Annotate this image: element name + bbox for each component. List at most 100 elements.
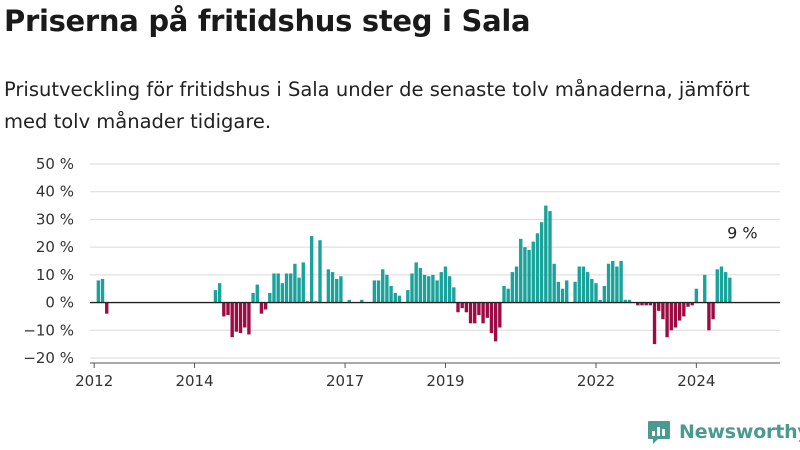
bar xyxy=(615,266,619,303)
bars-layer xyxy=(96,205,732,345)
bar xyxy=(314,301,318,303)
y-tick-label: −10 % xyxy=(23,321,74,339)
bar xyxy=(247,302,251,335)
bar xyxy=(460,302,464,309)
bar xyxy=(339,276,343,303)
bar xyxy=(431,274,435,303)
bar xyxy=(485,302,489,318)
bar xyxy=(381,269,385,303)
bar xyxy=(577,266,581,303)
bar xyxy=(602,285,607,303)
bar xyxy=(272,273,276,303)
bar xyxy=(456,302,460,313)
bar xyxy=(481,302,485,324)
bar xyxy=(335,279,339,303)
brand-name: Newsworthy xyxy=(679,421,800,443)
bar xyxy=(510,272,515,303)
bar xyxy=(627,299,632,303)
bar xyxy=(452,287,456,303)
bar xyxy=(623,299,627,303)
bar xyxy=(372,280,377,303)
bar xyxy=(598,299,602,303)
bar xyxy=(686,302,690,307)
bar xyxy=(297,277,301,303)
bar xyxy=(251,292,255,303)
bar xyxy=(715,269,719,303)
bar xyxy=(556,281,561,303)
bar xyxy=(301,262,305,303)
bar xyxy=(711,302,715,320)
bar xyxy=(100,279,105,303)
x-tick-label: 2022 xyxy=(577,372,615,390)
bar xyxy=(263,302,268,310)
bar xyxy=(439,272,443,303)
x-tick-label: 2014 xyxy=(175,372,213,390)
bar xyxy=(539,222,544,303)
bar xyxy=(506,288,510,303)
bar xyxy=(694,288,699,303)
bar xyxy=(213,290,218,303)
y-tick-label: −20 % xyxy=(23,349,74,367)
bar xyxy=(493,302,498,342)
bar xyxy=(611,261,615,303)
bar xyxy=(376,280,381,303)
y-tick-label: 40 % xyxy=(36,183,74,201)
bar xyxy=(669,302,673,331)
y-tick-label: 50 % xyxy=(36,155,74,173)
bar xyxy=(293,263,297,303)
bar xyxy=(477,302,481,316)
bar xyxy=(665,302,669,338)
latest-value-annotation: 9 % xyxy=(727,224,757,243)
bar xyxy=(527,249,531,303)
bar xyxy=(422,274,427,303)
bar xyxy=(418,267,423,303)
x-tick-label: 2024 xyxy=(677,372,715,390)
bar xyxy=(276,273,280,303)
axis-layer: −20 % −10 % 0 % 10 % 20 % 30 % 40 % 50 % 2012 201… xyxy=(23,155,780,390)
bar xyxy=(410,273,414,303)
bar xyxy=(535,233,540,303)
bar xyxy=(268,292,272,303)
bar xyxy=(677,302,682,321)
y-tick-label: 10 % xyxy=(36,266,74,284)
bar xyxy=(619,261,623,303)
bar xyxy=(305,301,310,303)
bar xyxy=(502,285,506,303)
x-tick-label: 2012 xyxy=(75,372,113,390)
bar xyxy=(393,292,397,303)
bar xyxy=(606,263,611,303)
y-tick-label: 20 % xyxy=(36,238,74,256)
bar xyxy=(217,283,222,303)
bar xyxy=(590,279,594,303)
grid-layer xyxy=(90,163,780,359)
y-tick-label: 30 % xyxy=(36,210,74,228)
bar xyxy=(238,302,243,334)
bar xyxy=(585,272,590,303)
bar xyxy=(443,266,448,303)
bar xyxy=(565,280,569,303)
bar xyxy=(280,283,285,303)
bar xyxy=(707,302,711,331)
bar xyxy=(447,276,452,303)
bar xyxy=(389,285,393,303)
newsworthy-logo-icon xyxy=(648,421,670,444)
bar xyxy=(284,273,289,303)
bar xyxy=(703,274,707,303)
bar xyxy=(498,302,502,328)
bar xyxy=(723,272,728,303)
bar xyxy=(560,288,565,303)
bar xyxy=(234,302,239,332)
bar xyxy=(289,273,293,303)
bar xyxy=(661,302,665,320)
bar xyxy=(573,281,577,303)
bar xyxy=(640,302,644,306)
bar xyxy=(330,272,335,303)
bar xyxy=(96,280,101,303)
bar xyxy=(594,283,598,303)
bar xyxy=(385,274,389,303)
bar xyxy=(519,238,523,303)
bar xyxy=(489,302,494,334)
bar xyxy=(360,299,364,303)
bar xyxy=(309,236,314,303)
